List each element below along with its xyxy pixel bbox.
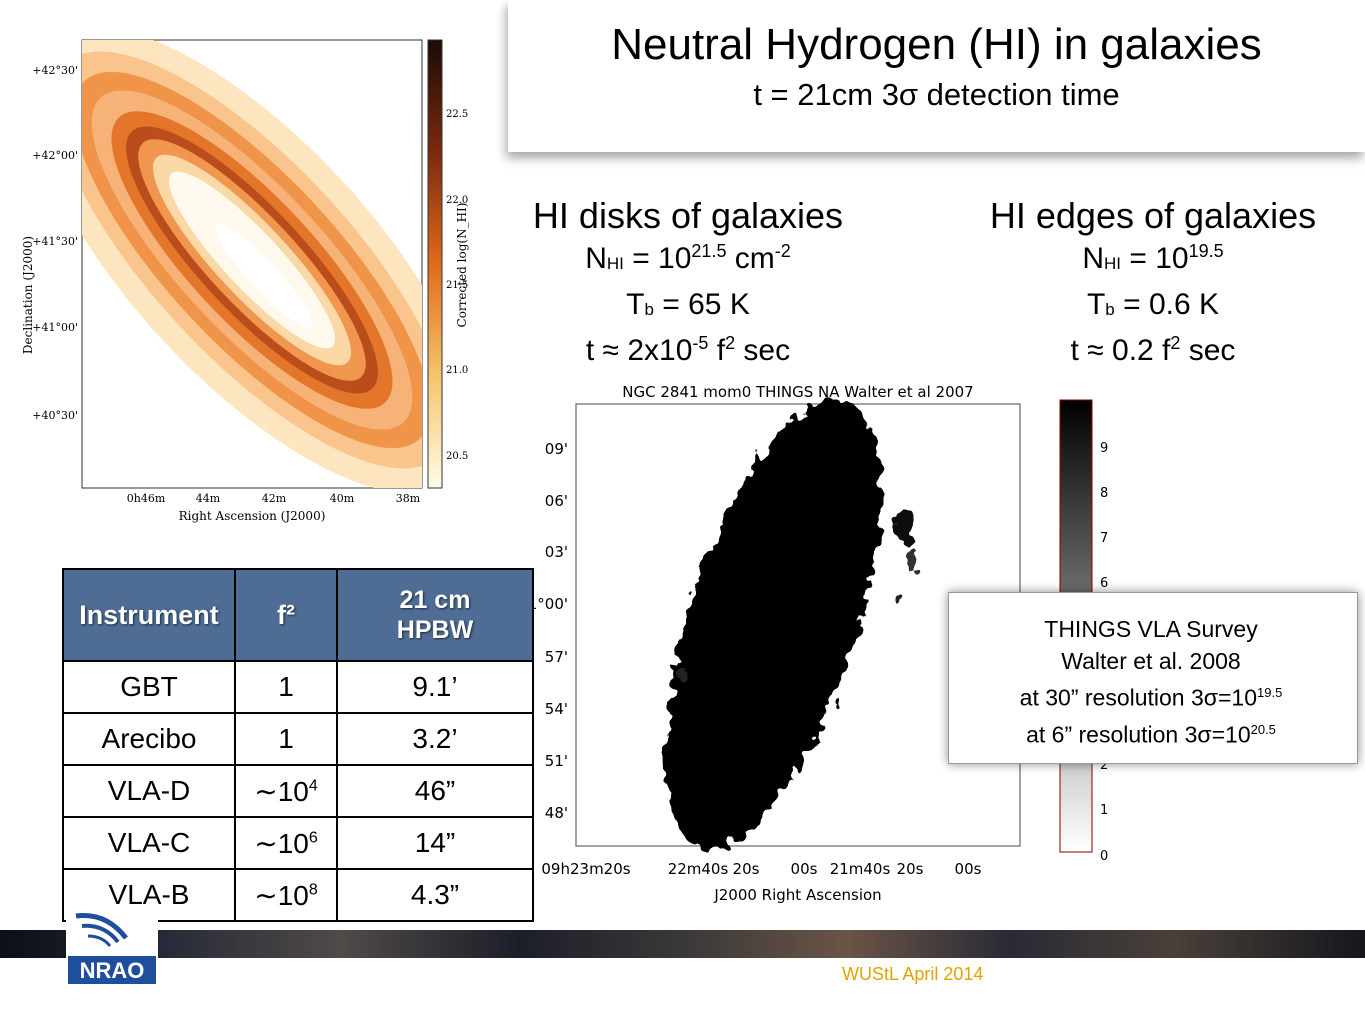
ngc2841-cbar-tick: 8 bbox=[1100, 486, 1108, 501]
ngc2841-dec-ticks: 09' 06' 03' 1°00' 57' 54' 51' 48' bbox=[528, 440, 568, 822]
ngc2841-xlabel: J2000 Right Ascension bbox=[713, 886, 881, 904]
instrument-table: Instrument f² 21 cm HPBW GBT 1 9.1’ Areci… bbox=[62, 568, 534, 922]
table-cell-f2: ∼108 bbox=[234, 868, 338, 922]
survey-line: at 6” resolution 3σ=1020.5 bbox=[1026, 721, 1276, 748]
m31-ylabel: Declination (J2000) bbox=[21, 236, 35, 354]
ngc2841-dec-tick: 48' bbox=[545, 804, 568, 822]
table-cell-f2: ∼104 bbox=[234, 764, 338, 818]
m31-cbar-tick: 22.5 bbox=[446, 109, 468, 120]
nrao-logo-text: NRAO bbox=[80, 958, 145, 983]
survey-line: at 30” resolution 3σ=1019.5 bbox=[1019, 684, 1283, 711]
ngc2841-dec-tick: 1°00' bbox=[528, 595, 568, 613]
m31-cbar-tick: 21.5 bbox=[446, 280, 468, 291]
table-cell-f2: 1 bbox=[234, 712, 338, 766]
m31-ra-tick: 38m bbox=[396, 492, 421, 505]
ngc2841-ra-ticks: 09h23m20s 22m40s 20s 00s 21m40s 20s 00s bbox=[541, 860, 981, 878]
m31-dec-tick: +42°00' bbox=[32, 149, 78, 162]
ngc2841-ra-tick: 21m40s bbox=[830, 860, 891, 878]
table-cell-instrument: VLA-D bbox=[62, 764, 236, 818]
ngc2841-ra-tick: 00s bbox=[955, 860, 982, 878]
m31-dec-ticks: +42°30' +42°00' +41°30' +41°00' +40°30' bbox=[32, 64, 78, 422]
table-cell-hpbw: 9.1’ bbox=[336, 660, 534, 714]
m31-cbar-label: Corrected log(N_HI) bbox=[455, 203, 469, 328]
m31-xlabel: Right Ascension (J2000) bbox=[179, 509, 326, 523]
table-cell-f2: 1 bbox=[234, 660, 338, 714]
nrao-logo: NRAO bbox=[66, 908, 158, 986]
m31-cbar-tick: 22.0 bbox=[446, 195, 468, 206]
hi-disks-brightness-temp: Tb = 65 K bbox=[626, 288, 750, 321]
footer-text: WUStL April 2014 bbox=[842, 964, 984, 984]
hi-edges-heading: HI edges of galaxies bbox=[989, 195, 1317, 236]
hi-disks-detection-time: t ≈ 2x10-5 f2 sec bbox=[585, 333, 791, 367]
m31-dec-tick: +42°30' bbox=[32, 64, 78, 77]
m31-dec-tick: +41°00' bbox=[32, 321, 78, 334]
ngc2841-cbar-tick: 7 bbox=[1100, 531, 1108, 546]
table-header-f2: f² bbox=[234, 568, 338, 662]
hi-disks-column-density: NHI = 1021.5 cm-2 bbox=[585, 241, 791, 275]
table-cell-instrument: GBT bbox=[62, 660, 236, 714]
ngc2841-cbar-ticks: 9 8 7 6 2 1 0 bbox=[1100, 441, 1108, 864]
ngc2841-dec-tick: 54' bbox=[545, 700, 568, 718]
hi-edges-column-density: NHI = 1019.5 bbox=[1082, 241, 1224, 275]
m31-cbar-ticks: 22.5 22.0 21.5 21.0 20.5 bbox=[446, 109, 468, 462]
table-cell-hpbw: 4.3” bbox=[336, 868, 534, 922]
survey-callout: THINGS VLA Survey Walter et al. 2008 at … bbox=[948, 592, 1358, 764]
m31-ra-tick: 44m bbox=[196, 492, 221, 505]
m31-hi-map: +42°30' +42°00' +41°30' +41°00' +40°30' … bbox=[21, 39, 469, 523]
ngc2841-dec-tick: 51' bbox=[545, 752, 568, 770]
ngc2841-cbar-tick: 9 bbox=[1100, 441, 1108, 456]
m31-ra-tick: 42m bbox=[262, 492, 287, 505]
table-header-row: Instrument f² 21 cm HPBW bbox=[62, 568, 534, 662]
m31-ra-tick: 40m bbox=[330, 492, 355, 505]
ngc2841-cbar-tick: 6 bbox=[1100, 576, 1108, 591]
table-cell-instrument: Arecibo bbox=[62, 712, 236, 766]
hi-disks-column: HI disks of galaxies NHI = 1021.5 cm-2 T… bbox=[508, 194, 868, 372]
ngc2841-cbar-tick: 2 bbox=[1100, 758, 1108, 773]
table-row: VLA-D ∼104 46” bbox=[62, 764, 534, 818]
table-row: GBT 1 9.1’ bbox=[62, 660, 534, 714]
ngc2841-dec-tick: 03' bbox=[545, 543, 568, 561]
ngc2841-ra-tick: 20s bbox=[897, 860, 924, 878]
survey-text: THINGS VLA Survey Walter et al. 2008 at … bbox=[965, 613, 1337, 750]
table-row: VLA-C ∼106 14” bbox=[62, 816, 534, 870]
ngc2841-ra-tick: 00s bbox=[791, 860, 818, 878]
ngc2841-ra-tick: 09h23m20s bbox=[541, 860, 630, 878]
m31-cbar-tick: 21.0 bbox=[446, 365, 468, 376]
m31-ra-tick: 0h46m bbox=[127, 492, 166, 505]
ngc2841-cbar-tick: 1 bbox=[1100, 803, 1108, 818]
hi-edges-column: HI edges of galaxies NHI = 1019.5 Tb = 0… bbox=[960, 194, 1346, 372]
table-cell-instrument: VLA-C bbox=[62, 816, 236, 870]
title-card: Neutral Hydrogen (HI) in galaxies t = 21… bbox=[508, 0, 1365, 152]
footer-band bbox=[0, 930, 1365, 958]
ngc2841-ra-tick: 22m40s bbox=[668, 860, 729, 878]
ngc2841-dec-tick: 57' bbox=[545, 648, 568, 666]
ngc2841-dec-tick: 09' bbox=[545, 440, 568, 458]
table-cell-hpbw: 3.2’ bbox=[336, 712, 534, 766]
ngc2841-galaxy bbox=[665, 398, 921, 850]
m31-ra-ticks: 0h46m 44m 42m 40m 38m bbox=[127, 492, 421, 505]
table-cell-hpbw: 14” bbox=[336, 816, 534, 870]
ngc2841-cbar-tick: 0 bbox=[1100, 849, 1108, 864]
ngc2841-title: NGC 2841 mom0 THINGS NA Walter et al 200… bbox=[622, 383, 973, 401]
m31-cbar-tick: 20.5 bbox=[446, 451, 468, 462]
hi-disks-heading: HI disks of galaxies bbox=[532, 195, 844, 236]
ngc2841-ra-tick: 20s bbox=[733, 860, 760, 878]
slide-title: Neutral Hydrogen (HI) in galaxies bbox=[611, 20, 1262, 69]
m31-dec-tick: +41°30' bbox=[32, 235, 78, 248]
m31-dec-tick: +40°30' bbox=[32, 409, 78, 422]
hi-edges-detection-time: t ≈ 0.2 f2 sec bbox=[1070, 333, 1236, 367]
table-row: Arecibo 1 3.2’ bbox=[62, 712, 534, 766]
table-header-hpbw: 21 cm HPBW bbox=[336, 568, 534, 662]
m31-colorbar bbox=[427, 39, 443, 489]
slide-subtitle: t = 21cm 3σ detection time bbox=[753, 77, 1120, 112]
table-cell-f2: ∼106 bbox=[234, 816, 338, 870]
table-cell-hpbw: 46” bbox=[336, 764, 534, 818]
table-header-instrument: Instrument bbox=[62, 568, 236, 662]
survey-line: Walter et al. 2008 bbox=[1061, 648, 1241, 674]
survey-line: THINGS VLA Survey bbox=[1044, 616, 1258, 642]
ngc2841-dec-tick: 06' bbox=[545, 492, 568, 510]
hi-edges-brightness-temp: Tb = 0.6 K bbox=[1086, 288, 1220, 321]
